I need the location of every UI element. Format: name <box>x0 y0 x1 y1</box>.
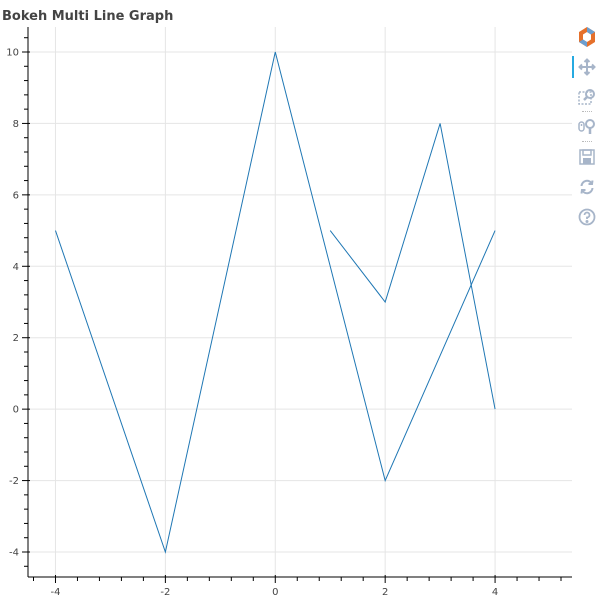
y-tick-label: 10 <box>6 48 19 59</box>
x-tick-label: 0 <box>272 587 278 598</box>
wheel-zoom-tool-icon[interactable] <box>572 114 602 140</box>
series-line-2 <box>329 123 496 410</box>
bokeh-logo-icon[interactable] <box>572 24 602 50</box>
axes: -4 -2 0 2 4 -4 -2 0 2 4 6 8 10 <box>6 27 572 598</box>
y-tick-label: 2 <box>13 333 19 344</box>
save-tool-icon[interactable] <box>572 144 602 170</box>
toolbar <box>572 24 602 234</box>
x-tick-label: -2 <box>160 587 170 598</box>
y-tick-label: 8 <box>13 119 19 130</box>
x-tick-label: 2 <box>382 587 388 598</box>
grid <box>28 27 572 577</box>
x-tick-label: -4 <box>50 587 60 598</box>
y-tick-label: 6 <box>13 190 19 201</box>
y-tick-label: 0 <box>13 405 19 416</box>
y-tick-label: 4 <box>13 262 19 273</box>
reset-tool-icon[interactable] <box>572 174 602 200</box>
series-layer <box>54 51 496 554</box>
series-line-1 <box>54 51 496 554</box>
help-tool-icon[interactable] <box>572 204 602 230</box>
box-zoom-tool-icon[interactable] <box>572 84 602 110</box>
y-tick-label: -4 <box>9 548 19 559</box>
x-tick-label: 4 <box>492 587 498 598</box>
chart-title: Bokeh Multi Line Graph <box>2 9 173 24</box>
pan-tool-icon[interactable] <box>572 54 602 80</box>
y-tick-label: -2 <box>9 476 19 487</box>
